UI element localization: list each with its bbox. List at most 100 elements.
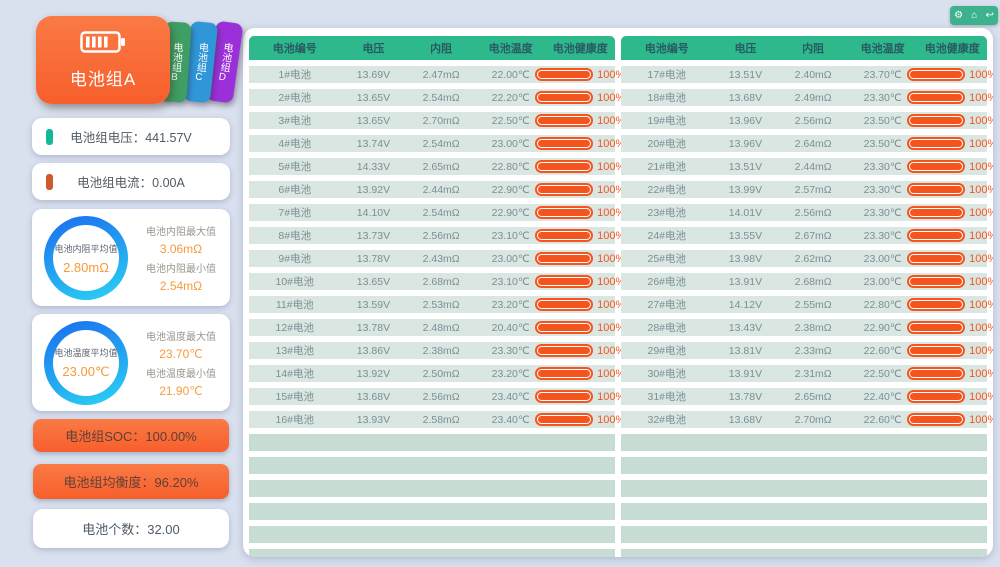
health-bar-fill bbox=[538, 232, 591, 239]
gear-icon[interactable]: ⚙ bbox=[954, 9, 964, 21]
battery-row: 22#电池 13.99V 2.57mΩ 23.30℃ 100% bbox=[621, 181, 993, 198]
voltage-value: 14.01V bbox=[728, 206, 763, 219]
health-cell: 100% bbox=[907, 183, 993, 196]
battery-id: 2#电池 bbox=[278, 92, 312, 104]
health-cell: 100% bbox=[535, 413, 625, 426]
tab-battery-group-a[interactable]: 电池组A bbox=[36, 16, 170, 104]
health-percent-label: 100% bbox=[597, 344, 626, 357]
resistance-avg-label: 电池内阻平均值 bbox=[54, 243, 118, 254]
health-bar bbox=[535, 183, 594, 196]
health-bar bbox=[535, 91, 594, 104]
health-percent-label: 100% bbox=[969, 298, 993, 311]
health-bar bbox=[535, 114, 594, 127]
health-bar-fill bbox=[910, 393, 963, 400]
health-percent-label: 100% bbox=[597, 367, 626, 380]
resistance-value: 2.55mΩ bbox=[794, 298, 832, 311]
voltage-value: 13.51V bbox=[728, 68, 763, 81]
health-percent-label: 100% bbox=[597, 390, 626, 403]
voltage-value: 13.92V bbox=[356, 183, 391, 196]
resistance-value: 2.54mΩ bbox=[422, 91, 460, 104]
resistance-value: 2.38mΩ bbox=[422, 344, 460, 357]
health-bar bbox=[907, 183, 966, 196]
temperature-value: 22.90℃ bbox=[491, 183, 530, 196]
resistance-value: 2.38mΩ bbox=[794, 321, 832, 334]
battery-id: 21#电池 bbox=[647, 161, 687, 173]
health-bar bbox=[535, 229, 594, 242]
health-bar bbox=[907, 137, 966, 150]
health-bar-fill bbox=[910, 278, 963, 285]
health-bar-fill bbox=[538, 255, 591, 262]
health-bar-fill bbox=[538, 324, 591, 331]
battery-count-text: 电池个数：32.00 bbox=[82, 522, 180, 537]
battery-id: 28#电池 bbox=[647, 322, 687, 334]
resistance-value: 2.49mΩ bbox=[794, 91, 832, 104]
battery-id: 29#电池 bbox=[647, 345, 687, 357]
battery-row: 3#电池 13.65V 2.70mΩ 22.50℃ 100% bbox=[249, 112, 625, 129]
empty-row bbox=[621, 526, 987, 543]
health-cell: 100% bbox=[907, 206, 993, 219]
resistance-value: 2.68mΩ bbox=[794, 275, 832, 288]
temperature-value: 23.10℃ bbox=[491, 275, 530, 288]
voltage-value: 13.68V bbox=[728, 413, 763, 426]
health-percent-label: 100% bbox=[969, 275, 993, 288]
temperature-value: 23.20℃ bbox=[491, 298, 530, 311]
battery-row: 28#电池 13.43V 2.38mΩ 22.90℃ 100% bbox=[621, 319, 993, 336]
battery-row: 27#电池 14.12V 2.55mΩ 22.80℃ 100% bbox=[621, 296, 993, 313]
health-cell: 100% bbox=[907, 344, 993, 357]
battery-id: 32#电池 bbox=[647, 414, 687, 426]
temperature-value: 23.30℃ bbox=[491, 344, 530, 357]
battery-id: 19#电池 bbox=[647, 115, 687, 127]
voltage-value: 13.78V bbox=[356, 252, 391, 265]
temperature-value: 22.50℃ bbox=[863, 367, 902, 380]
health-bar-fill bbox=[538, 347, 591, 354]
battery-id: 5#电池 bbox=[278, 161, 312, 173]
balance-banner: 电池组均衡度：96.20% bbox=[33, 464, 229, 499]
battery-id: 17#电池 bbox=[647, 69, 687, 81]
soc-text: 电池组SOC：100.00% bbox=[65, 429, 197, 444]
voltage-value: 13.91V bbox=[728, 275, 763, 288]
temperature-value: 22.00℃ bbox=[491, 68, 530, 81]
health-bar bbox=[907, 91, 966, 104]
pack-current-text: 电池组电流：0.00A bbox=[77, 176, 185, 190]
health-percent-label: 100% bbox=[969, 68, 993, 81]
health-percent-label: 100% bbox=[597, 91, 626, 104]
health-bar-fill bbox=[910, 416, 963, 423]
battery-id: 15#电池 bbox=[275, 391, 315, 403]
health-percent-label: 100% bbox=[969, 137, 993, 150]
health-percent-label: 100% bbox=[969, 160, 993, 173]
health-cell: 100% bbox=[535, 114, 625, 127]
health-bar-fill bbox=[910, 232, 963, 239]
battery-id: 1#电池 bbox=[278, 69, 312, 81]
battery-row: 12#电池 13.78V 2.48mΩ 20.40℃ 100% bbox=[249, 319, 625, 336]
battery-icon bbox=[80, 30, 126, 59]
health-bar bbox=[907, 68, 966, 81]
health-cell: 100% bbox=[535, 160, 625, 173]
health-percent-label: 100% bbox=[597, 413, 626, 426]
back-icon[interactable]: ↩ bbox=[985, 9, 994, 21]
health-bar bbox=[535, 206, 594, 219]
health-bar-fill bbox=[910, 209, 963, 216]
health-bar-fill bbox=[910, 347, 963, 354]
health-bar bbox=[535, 160, 594, 173]
battery-id: 31#电池 bbox=[647, 391, 687, 403]
temperature-value: 23.30℃ bbox=[863, 206, 902, 219]
health-bar bbox=[535, 68, 594, 81]
health-bar-fill bbox=[538, 94, 591, 101]
voltage-value: 13.55V bbox=[728, 229, 763, 242]
health-cell: 100% bbox=[535, 344, 625, 357]
column-header: 电压 bbox=[734, 43, 757, 55]
home-icon[interactable]: ⌂ bbox=[971, 9, 978, 21]
health-bar bbox=[907, 367, 966, 380]
voltage-value: 13.78V bbox=[728, 390, 763, 403]
health-percent-label: 100% bbox=[597, 68, 626, 81]
health-percent-label: 100% bbox=[969, 390, 993, 403]
health-cell: 100% bbox=[907, 252, 993, 265]
battery-row: 29#电池 13.81V 2.33mΩ 22.60℃ 100% bbox=[621, 342, 993, 359]
temperature-ring-gauge: 电池温度平均值 23.00℃ bbox=[44, 321, 128, 405]
battery-row: 17#电池 13.51V 2.40mΩ 23.70℃ 100% bbox=[621, 66, 993, 83]
voltage-value: 13.68V bbox=[728, 91, 763, 104]
column-header: 电池健康度 bbox=[924, 43, 980, 55]
voltage-value: 13.68V bbox=[356, 390, 391, 403]
pack-voltage-card: 电池组电压：441.57V bbox=[32, 118, 230, 155]
temperature-avg-value: 23.00℃ bbox=[62, 364, 110, 379]
